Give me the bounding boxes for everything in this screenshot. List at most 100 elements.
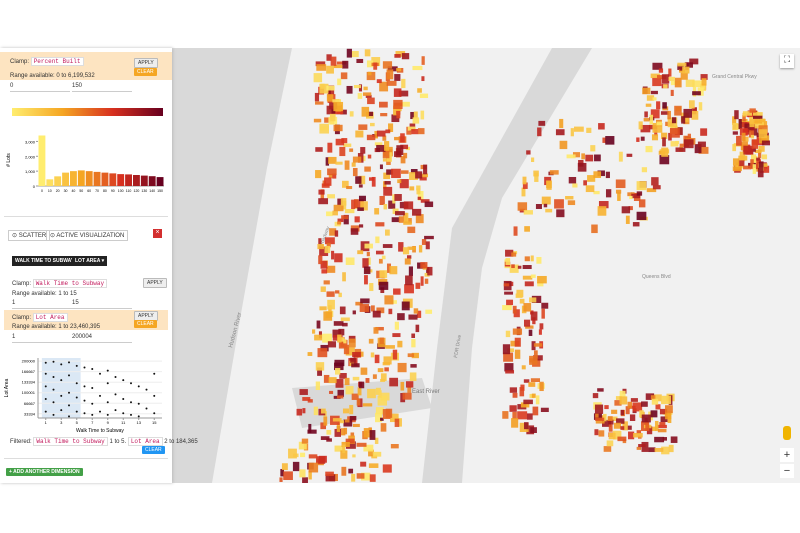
y-tick-label: 2,000 — [25, 154, 36, 159]
min-input[interactable]: 1 — [12, 300, 72, 309]
parcel — [642, 87, 651, 95]
point — [44, 385, 47, 388]
parcel — [525, 325, 534, 329]
parcel — [761, 154, 768, 160]
parcel — [368, 338, 374, 344]
parcel — [505, 258, 511, 265]
parcel — [302, 408, 306, 414]
max-input[interactable]: 150 — [72, 83, 132, 92]
parcel — [511, 264, 515, 269]
parcel — [636, 137, 640, 142]
point — [145, 407, 148, 410]
parcel — [407, 353, 415, 358]
clear-button[interactable]: CLEAR — [134, 320, 157, 328]
divider — [4, 458, 168, 459]
parcel — [603, 413, 607, 422]
dimension-dropdown[interactable]: WALK TIME TO SUBWAY ▾ — [12, 256, 81, 266]
point — [68, 391, 70, 394]
map[interactable]: East River FDR Drive Broadway Grand Cent… — [172, 48, 800, 483]
parcel — [374, 208, 380, 215]
parcel — [323, 374, 330, 383]
filter-range: 1 to 5. — [109, 439, 127, 445]
parcel — [651, 398, 659, 405]
tab[interactable]: ⊙ ACTIVE VISUALIZATION — [46, 230, 129, 241]
parcel — [511, 252, 517, 257]
parcel — [366, 71, 376, 81]
parcel — [626, 153, 633, 157]
parcel — [360, 367, 368, 375]
parcel — [319, 246, 329, 257]
zoom-out[interactable]: − — [780, 464, 794, 478]
parcel — [388, 200, 396, 209]
parcel — [335, 368, 341, 375]
parcel — [412, 117, 420, 124]
point — [68, 415, 70, 418]
parcel — [677, 64, 684, 70]
parcel — [694, 144, 702, 154]
parcel — [411, 333, 416, 338]
clear-button[interactable]: CLEAR — [134, 68, 157, 76]
parcel — [342, 322, 348, 327]
min-input[interactable]: 1 — [12, 334, 72, 343]
bar — [109, 173, 117, 186]
pegman[interactable] — [783, 426, 791, 440]
parcel — [365, 378, 370, 383]
parcel — [417, 190, 424, 201]
parcel — [388, 123, 394, 133]
clear-button[interactable]: CLEAR — [142, 446, 165, 454]
parcel — [368, 111, 374, 117]
parcel — [326, 438, 332, 442]
map-label: FDR Drive — [453, 334, 463, 358]
fullscreen-button[interactable]: ⛶ — [780, 54, 794, 68]
parcel — [400, 101, 410, 107]
parcel — [526, 413, 533, 420]
parcel — [337, 218, 344, 223]
point — [60, 409, 63, 412]
x-tick-label: 90 — [111, 189, 115, 193]
parcel — [363, 86, 368, 91]
parcel — [280, 468, 285, 477]
parcel — [517, 411, 528, 420]
parcel — [367, 71, 372, 76]
parcel — [625, 406, 630, 415]
parcel — [406, 381, 414, 388]
apply-button[interactable]: APPLY — [134, 58, 158, 68]
parcel — [659, 422, 666, 427]
max-input[interactable]: 15 — [72, 300, 132, 309]
zoom-in[interactable]: + — [780, 448, 794, 462]
add-dimension-button[interactable]: + ADD ANOTHER DIMENSION — [6, 468, 83, 476]
parcel — [283, 471, 293, 480]
close-button[interactable]: × — [153, 229, 162, 238]
point — [114, 375, 117, 378]
parcel — [559, 140, 568, 150]
point — [145, 388, 148, 391]
tab[interactable]: ⊙ SCATTER — [8, 230, 51, 241]
parcel — [393, 288, 401, 295]
bar — [46, 179, 54, 186]
point — [83, 385, 86, 388]
parcel — [738, 119, 742, 129]
parcel — [757, 167, 764, 178]
parcel — [394, 54, 401, 58]
x-tick-label: 50 — [79, 189, 83, 193]
parcel — [379, 270, 388, 278]
parcel — [349, 111, 354, 117]
parcel — [345, 438, 355, 444]
point — [114, 409, 117, 412]
dimension-dropdown[interactable]: LOT AREA ▾ — [72, 256, 108, 266]
parcel — [361, 472, 371, 481]
parcel — [546, 180, 552, 189]
parcel — [594, 404, 604, 414]
max-input[interactable]: 200004 — [72, 334, 132, 343]
parcel — [415, 282, 421, 289]
label: Clamp: — [12, 281, 32, 287]
apply-button[interactable]: APPLY — [143, 278, 167, 288]
min-input[interactable]: 0 — [10, 83, 70, 92]
parcel — [732, 131, 738, 135]
parcel — [353, 84, 362, 89]
parcel — [421, 56, 425, 65]
parcel — [425, 309, 433, 314]
y-tick-label: 200000 — [22, 359, 36, 364]
y-tick-label: 100001 — [22, 390, 36, 395]
parcel — [339, 146, 346, 157]
